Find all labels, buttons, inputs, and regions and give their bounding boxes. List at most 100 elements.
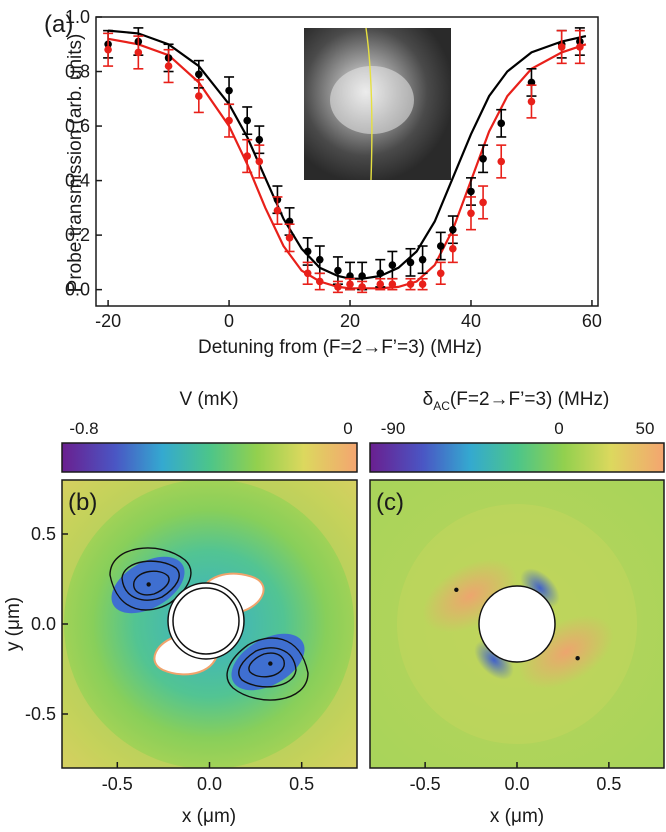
panel-c: δAC(F=2→F’=3) (MHz) -90 0 50 (c) -0.5 0.0… [369, 389, 665, 827]
data-point [164, 62, 173, 70]
data-point [418, 280, 427, 288]
colorbar-max-c: 50 [636, 419, 655, 438]
y-tick-label: 0.0 [65, 280, 90, 300]
x-axis-label-a: Detuning from (F=2→F’=3) (MHz) [198, 337, 482, 358]
colorbar-label-c-rest: (F=2→F’=3) (MHz) [450, 389, 609, 410]
data-point [557, 43, 566, 51]
x-tick-label: -20 [95, 311, 121, 331]
data-point [376, 269, 385, 278]
data-point [104, 45, 112, 54]
data-point [195, 70, 203, 79]
y-tick-label: 0.6 [65, 116, 90, 136]
data-point [406, 258, 415, 267]
data-point [358, 272, 366, 280]
panel-b-label: (b) [68, 489, 97, 516]
data-point [418, 255, 427, 264]
colorbar-label-c-main: δ [423, 389, 434, 410]
ticks-a: -20 0 20 40 60 0.0 0.2 0.4 0.6 0.8 1.0 [65, 7, 602, 331]
data-point [497, 119, 506, 128]
data-point [315, 255, 324, 264]
data-point [315, 277, 324, 286]
panel-a: (a) -20 0 20 40 60 0.0 0.2 0.4 0.6 0.8 1.0 Detunin… [44, 7, 602, 358]
data-point [243, 116, 252, 125]
x-tick-label: 0 [224, 311, 234, 331]
x-tick-label: 40 [461, 311, 481, 331]
colorbar-min-c: -90 [381, 419, 406, 438]
x-axis-label-c: x (μm) [490, 806, 544, 827]
panel-c-label: (c) [376, 489, 404, 516]
data-point [273, 206, 282, 215]
colorbar-label-c-sub: AC [433, 399, 450, 413]
data-point [225, 86, 233, 95]
colorbar-mid-c: 0 [554, 419, 563, 438]
data-point [388, 261, 397, 269]
data-point [303, 247, 312, 256]
y-axis-label-b: y (μm) [3, 597, 24, 651]
y-tick-label: 0.5 [31, 524, 56, 544]
data-point [527, 78, 536, 87]
colorbar-c [369, 442, 665, 473]
x-tick-label: -0.5 [102, 774, 133, 794]
axes-frame-a [95, 16, 599, 307]
data-point [449, 244, 457, 253]
data-point [334, 266, 342, 275]
x-tick-label: 60 [582, 311, 602, 331]
data-point [285, 217, 294, 226]
y-tick-label: 1.0 [65, 7, 90, 27]
data-point [436, 269, 445, 278]
data-point [527, 97, 536, 106]
ticks-c: -0.5 0.0 0.5 [410, 762, 621, 794]
y-tick-label: 0.4 [65, 171, 90, 191]
data-point [406, 280, 415, 288]
data-point [467, 209, 475, 218]
panel-a-label: (a) [44, 11, 73, 38]
x-axis-label-b: x (μm) [182, 806, 236, 827]
data-point [334, 283, 342, 291]
x-tick-label: 0.5 [289, 774, 314, 794]
fit-line-1 [107, 37, 587, 290]
data-point [225, 116, 233, 125]
data-point [346, 272, 354, 280]
y-tick-label: 0.8 [65, 62, 90, 82]
y-tick-label: 0.2 [65, 225, 90, 245]
colorbar-label-b: V (mK) [179, 389, 238, 410]
heatmap-b [62, 480, 357, 768]
heatmap-c [370, 480, 664, 768]
colorbar-max-b: 0 [343, 419, 352, 438]
fit-line-0 [107, 29, 587, 280]
colorbar-label-c: δAC(F=2→F’=3) (MHz) [423, 389, 610, 413]
inset-image [304, 27, 451, 181]
data-point [479, 198, 487, 207]
minimum-marker [146, 582, 151, 587]
data-point [576, 43, 584, 51]
data-point [388, 280, 397, 288]
data-point [255, 135, 264, 144]
data-point [358, 283, 366, 291]
y-tick-label: 0.0 [31, 614, 56, 634]
x-tick-label: 20 [340, 311, 360, 331]
ticks-b: -0.5 0.0 0.5 0.5 0.0 -0.5 [25, 524, 314, 794]
minimum-marker [575, 656, 580, 661]
data-point [479, 154, 487, 163]
data-point [467, 187, 475, 196]
x-tick-label: -0.5 [410, 774, 441, 794]
panel-b: V (mK) -0.8 0 (b) [3, 389, 358, 827]
data-point [303, 269, 312, 278]
x-tick-label: 0.5 [596, 774, 621, 794]
y-tick-label: -0.5 [25, 704, 56, 724]
y-axis-label-a: Probe transmission (arb. units) [65, 34, 86, 293]
data-point [195, 92, 203, 100]
colorbar-b [61, 442, 358, 473]
data-point [376, 280, 385, 288]
data-point [436, 242, 445, 250]
minimum-marker [454, 587, 459, 592]
data-point [134, 48, 143, 57]
x-tick-label: 0.0 [197, 774, 222, 794]
colorbar-min-b: -0.8 [69, 419, 98, 438]
data-point [243, 152, 252, 160]
data-point [255, 157, 264, 166]
plot-area-a [103, 27, 587, 294]
data-point [497, 157, 506, 166]
minimum-marker [268, 661, 273, 666]
